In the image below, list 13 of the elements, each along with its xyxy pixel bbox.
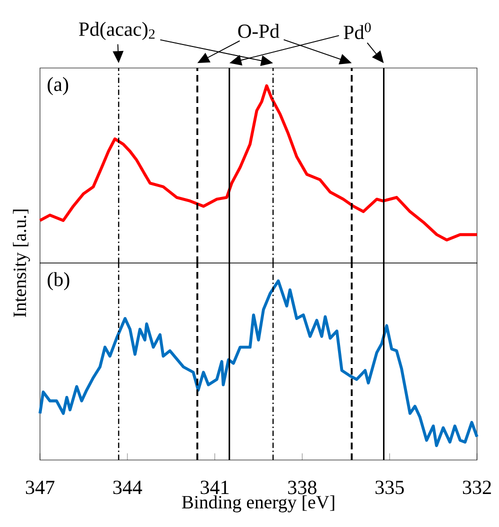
x-tick-label: 338 (288, 480, 316, 494)
x-tick-label: 341 (200, 480, 229, 494)
y-axis-title: Intensity [a.u.] (12, 210, 30, 318)
x-tick-label: 332 (462, 480, 491, 494)
x-tick-label: 335 (376, 480, 404, 494)
ref-line-label: O-Pd (238, 24, 280, 38)
x-tick-label: 347 (26, 480, 54, 494)
x-axis-title: Binding energy [eV] (182, 495, 334, 512)
annotation: (a) (48, 77, 68, 96)
annotation: (b) (48, 272, 70, 290)
ref-line-label: Pd$^{0}$ (344, 22, 371, 40)
ref-line-label: Pd(acac)$_{2}$ (78, 22, 155, 40)
x-tick-label: 344 (113, 480, 142, 494)
